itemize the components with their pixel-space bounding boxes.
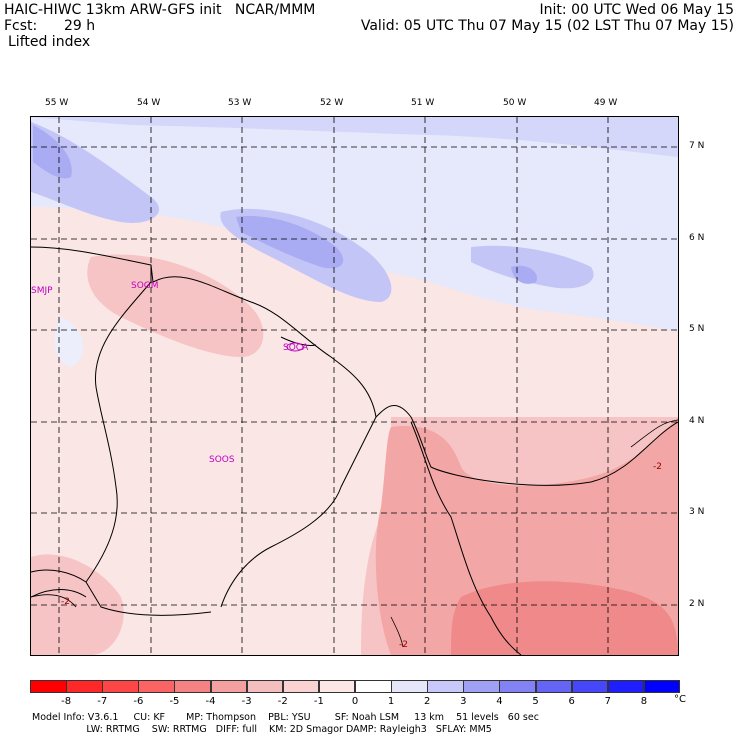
colorbar-swatch [463, 680, 500, 693]
positive-li-core-central [236, 216, 344, 269]
lon-label: 51 W [411, 98, 435, 108]
colorbar-tick-label: 8 [640, 696, 648, 707]
colorbar-swatch [571, 680, 609, 693]
lon-label: 49 W [594, 98, 618, 108]
colorbar-tick-label: 7 [604, 696, 611, 707]
colorbar-swatch [427, 680, 464, 693]
colorbar-swatch [138, 680, 175, 693]
lifted-index-map: SMJP SOGM SOCA SOOS -2 -2 -2 [31, 117, 678, 655]
colorbar-swatch [246, 680, 284, 693]
lat-label: 6 N [689, 233, 705, 243]
lat-label: 3 N [689, 507, 705, 517]
lat-label: 5 N [689, 324, 705, 334]
model-info-line2: LW: RRTMG SW: RRTMG DIFF: full KM: 2D Sm… [32, 724, 492, 735]
model-title: HAIC-HIWC 13km ARW-GFS init NCAR/MMM [4, 2, 316, 18]
lat-label: 7 N [689, 141, 705, 151]
station-label-sogm: SOGM [131, 281, 159, 291]
station-label-soos: SOOS [209, 455, 235, 465]
colorbar-swatch [391, 680, 428, 693]
colorbar-swatch [318, 680, 356, 693]
lat-lon-grid [31, 117, 678, 655]
colorbar-tick-label: 0 [351, 696, 359, 707]
positive-li-core-east [511, 265, 537, 284]
colorbar-swatch [210, 680, 248, 693]
colorbar-swatch [30, 680, 67, 693]
lat-label: 2 N [689, 599, 705, 609]
colorbar-tick-label: -4 [205, 696, 216, 707]
colorbar-tick-label: -6 [133, 696, 144, 707]
forecast-hour-label: Fcst: [4, 18, 38, 34]
colorbar-tick-label: 5 [532, 696, 539, 707]
positive-li-blob-east [471, 245, 594, 289]
colorbar-swatch [174, 680, 212, 693]
lon-label: 50 W [503, 98, 527, 108]
colorbar-tick-label: -7 [97, 696, 108, 707]
contour-lines [31, 419, 678, 648]
positive-li-light [31, 117, 678, 157]
colorbar-swatch [607, 680, 645, 693]
field-name: Lifted index [8, 34, 91, 50]
contour-label: -2 [61, 597, 70, 607]
colorbar-tick-label: 1 [387, 696, 395, 707]
station-marker [286, 342, 304, 352]
negative-li-inland [87, 254, 264, 357]
lon-label: 54 W [137, 98, 161, 108]
colorbar-unit: °C [674, 694, 686, 705]
colorbar-tick-label: -3 [241, 696, 252, 707]
map-panel: SMJP SOGM SOCA SOOS -2 -2 -2 [30, 116, 679, 656]
model-info-line1: Model Info: V3.6.1 CU: KF MP: Thompson P… [32, 712, 539, 723]
colorbar-tick-label: 4 [496, 696, 503, 707]
init-time: Init: 00 UTC Wed 06 May 15 [539, 2, 734, 18]
colorbar-swatch [355, 680, 392, 693]
colorbar-swatch [282, 680, 320, 693]
lat-label: 4 N [689, 416, 705, 426]
colorbar-swatch [66, 680, 103, 693]
forecast-hour-value: 29 h [64, 18, 96, 34]
contour-label: -2 [653, 462, 662, 472]
positive-li-core-west [33, 125, 72, 179]
positive-li-spot-west [54, 317, 84, 367]
colorbar-swatch [102, 680, 139, 693]
colorbar-swatch [643, 680, 681, 693]
colorbar-swatch [499, 680, 537, 693]
valid-time: Valid: 05 UTC Thu 07 May 15 (02 LST Thu … [360, 18, 734, 34]
lon-label: 55 W [45, 98, 69, 108]
lon-label: 52 W [320, 98, 344, 108]
contour-label: -2 [399, 640, 408, 650]
colorbar-tick-label: -1 [313, 696, 324, 707]
station-label-smjp: SMJP [31, 286, 53, 296]
negative-li-sw [31, 554, 124, 655]
colorbar-swatch [535, 680, 573, 693]
negative-li-peak [451, 581, 678, 655]
lon-label: 53 W [228, 98, 252, 108]
colorbar-tick-label: -8 [61, 696, 72, 707]
colorbar-tick-label: -2 [277, 696, 288, 707]
colorbar-tick-label: -5 [169, 696, 180, 707]
colorbar-tick-label: 6 [568, 696, 575, 707]
colorbar-tick-label: 3 [460, 696, 467, 707]
station-label-soca: SOCA [283, 343, 309, 353]
colorbar-tick-label: 2 [424, 696, 431, 707]
